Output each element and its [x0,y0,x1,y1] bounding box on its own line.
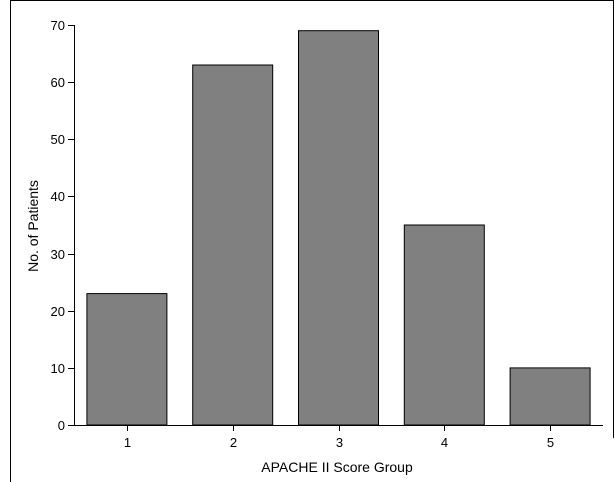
bars-group [86,30,591,426]
axes-group: 0 10 20 30 40 50 60 70 1 2 3 4 5 [51,18,603,450]
y-tick-label-30: 30 [51,247,65,262]
y-axis-title: No. of Patients [25,180,41,272]
x-tick-label-2: 2 [230,435,237,450]
y-tick-label-70: 70 [51,18,65,33]
x-tick-label-1: 1 [124,435,131,450]
y-tick-label-0: 0 [58,418,65,433]
bar-2 [192,64,274,426]
x-axis-title: APACHE II Score Group [261,459,413,475]
y-tick-label-10: 10 [51,361,65,376]
y-tick-label-60: 60 [51,75,65,90]
y-tick-label-50: 50 [51,132,65,147]
bar-1 [86,293,168,426]
y-tick-label-20: 20 [51,304,65,319]
x-tick-label-3: 3 [336,435,343,450]
x-tick-label-4: 4 [441,435,448,450]
bar-3 [298,30,379,426]
y-tick-label-40: 40 [51,189,65,204]
bar-5 [509,367,591,426]
x-tick-label-5: 5 [547,435,554,450]
bar-4 [403,224,485,426]
